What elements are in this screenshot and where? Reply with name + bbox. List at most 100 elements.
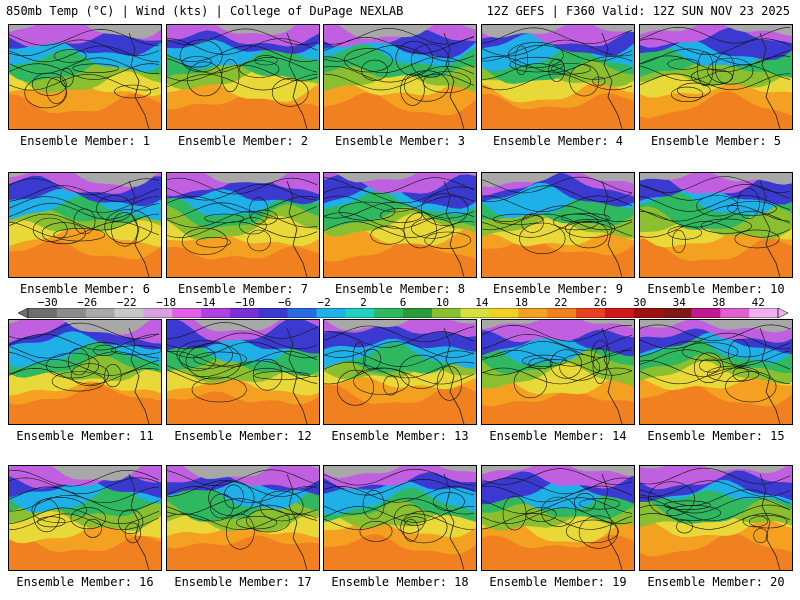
wind-contour xyxy=(579,498,621,510)
wind-contour xyxy=(53,49,87,63)
wind-contour xyxy=(400,510,448,544)
wind-contour xyxy=(714,53,735,84)
temperature-band xyxy=(324,466,476,479)
temperature-band xyxy=(9,25,161,39)
wind-contour xyxy=(519,222,566,255)
panel-label: Ensemble Member: 11 xyxy=(16,429,154,443)
panel-label: Ensemble Member: 1 xyxy=(19,134,151,148)
temperature-band xyxy=(482,466,634,489)
coastline xyxy=(128,327,150,424)
scale-swatch xyxy=(85,308,115,318)
temperature-map xyxy=(482,25,634,129)
wind-streamline xyxy=(167,341,318,359)
wind-contour xyxy=(569,64,600,97)
scale-swatch xyxy=(720,308,750,318)
temperature-map xyxy=(324,466,476,570)
wind-streamline xyxy=(9,178,160,195)
wind-streamline xyxy=(9,341,160,359)
scale-swatch xyxy=(489,308,519,318)
wind-contour xyxy=(31,496,87,523)
wind-contour xyxy=(250,209,278,226)
wind-contour xyxy=(104,209,153,245)
wind-streamline xyxy=(9,221,160,239)
temperature-band xyxy=(167,25,319,35)
ensemble-panel xyxy=(323,319,477,425)
wind-contour xyxy=(550,349,583,379)
wind-contour xyxy=(574,493,596,512)
temperature-map xyxy=(167,466,319,570)
wind-streamline xyxy=(640,64,791,82)
temperature-map xyxy=(640,25,792,129)
ensemble-panel xyxy=(166,319,320,425)
temperature-band xyxy=(167,320,319,332)
wind-streamline xyxy=(324,65,475,83)
wind-contour xyxy=(553,213,599,231)
wind-contour xyxy=(181,227,228,255)
wind-streamline xyxy=(482,333,633,351)
scale-tick-label: −2 xyxy=(317,296,331,309)
ensemble-panel xyxy=(8,319,162,425)
wind-contour xyxy=(424,231,472,249)
wind-contour xyxy=(379,208,423,223)
wind-streamline xyxy=(324,468,475,486)
wind-streamline xyxy=(167,73,318,91)
wind-streamline xyxy=(482,468,633,485)
wind-streamline xyxy=(9,333,160,351)
wind-streamline xyxy=(167,360,318,378)
wind-streamline xyxy=(640,496,791,514)
ensemble-panel xyxy=(8,172,162,278)
ensemble-panel xyxy=(481,319,635,425)
panel-label: Ensemble Member: 17 xyxy=(174,575,312,589)
wind-contour xyxy=(359,521,393,542)
wind-streamline xyxy=(640,513,791,530)
scale-tick-label: 10 xyxy=(435,296,450,309)
scale-tick-label: 34 xyxy=(672,296,686,309)
scale-tick-label: 14 xyxy=(475,296,489,309)
wind-streamline xyxy=(640,48,791,65)
temperature-band xyxy=(482,466,634,477)
wind-streamline xyxy=(9,57,160,75)
wind-contour xyxy=(700,218,753,234)
wind-streamline xyxy=(640,220,791,238)
panel-label: Ensemble Member: 14 xyxy=(489,429,627,443)
wind-contour xyxy=(725,371,777,403)
wind-streamline xyxy=(640,504,791,522)
scale-tick-label: −14 xyxy=(195,296,216,309)
wind-contour xyxy=(336,369,374,406)
temperature-band xyxy=(640,320,792,333)
coastline xyxy=(601,180,623,277)
scale-swatch xyxy=(172,308,202,318)
ensemble-panel xyxy=(481,24,635,130)
panel-label: Ensemble Member: 4 xyxy=(492,134,624,148)
temperature-map xyxy=(9,173,161,277)
wind-contour xyxy=(592,76,606,86)
temperature-band xyxy=(482,25,634,47)
temperature-band xyxy=(640,466,792,490)
panel-label: Ensemble Member: 3 xyxy=(334,134,466,148)
wind-streamline xyxy=(324,212,475,229)
valid-time: 12Z GEFS | F360 Valid: 12Z SUN NOV 23 20… xyxy=(486,4,790,18)
wind-contour xyxy=(560,213,611,223)
scale-tick-label: −10 xyxy=(235,296,256,309)
ensemble-panel xyxy=(639,319,793,425)
wind-streamline xyxy=(167,45,318,62)
scale-outline xyxy=(27,308,779,318)
temperature-map xyxy=(482,320,634,424)
wind-streamline xyxy=(9,29,160,46)
scale-swatch xyxy=(258,308,288,318)
wind-streamline xyxy=(167,498,318,515)
scale-swatch xyxy=(576,308,606,318)
ensemble-panel xyxy=(323,24,477,130)
wind-contour xyxy=(124,522,141,544)
temperature-map xyxy=(9,320,161,424)
wind-streamline xyxy=(640,176,791,193)
temperature-band xyxy=(167,173,319,197)
panel-label: Ensemble Member: 20 xyxy=(647,575,785,589)
wind-contour xyxy=(196,237,231,248)
scale-tick-label: 38 xyxy=(712,296,726,309)
wind-contour xyxy=(247,229,271,252)
temperature-band xyxy=(640,173,792,185)
wind-contour xyxy=(114,84,152,99)
wind-contour xyxy=(226,513,255,550)
wind-contour xyxy=(670,86,704,103)
